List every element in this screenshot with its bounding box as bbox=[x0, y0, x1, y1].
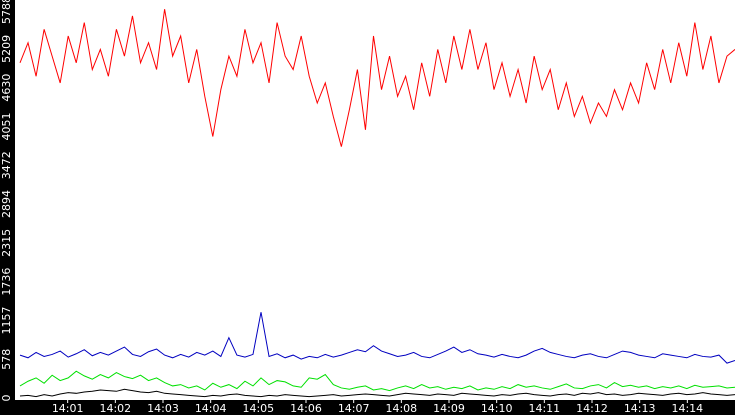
y-tick-label: 0 bbox=[0, 395, 13, 402]
x-tick-label: 14:05 bbox=[242, 402, 274, 415]
x-tick-label: 14:08 bbox=[385, 402, 417, 415]
x-tick-label: 14:13 bbox=[624, 402, 656, 415]
x-tick-label: 14:04 bbox=[195, 402, 227, 415]
x-tick-label: 14:07 bbox=[338, 402, 370, 415]
series-line bbox=[19, 312, 735, 364]
y-tick-label: 3472 bbox=[0, 151, 13, 179]
x-tick-label: 14:09 bbox=[433, 402, 465, 415]
series-line bbox=[19, 9, 735, 147]
y-tick-label: 2894 bbox=[0, 190, 13, 218]
y-axis-strip bbox=[0, 0, 15, 415]
y-tick-label: 1157 bbox=[0, 306, 13, 334]
y-tick-label: 2315 bbox=[0, 229, 13, 257]
x-tick-label: 14:01 bbox=[52, 402, 84, 415]
series-line bbox=[19, 370, 735, 392]
y-tick-label: 1736 bbox=[0, 268, 13, 296]
x-axis-strip bbox=[0, 400, 735, 415]
x-tick-label: 14:10 bbox=[481, 402, 513, 415]
y-tick-label: 4630 bbox=[0, 74, 13, 102]
x-tick-label: 14:02 bbox=[99, 402, 131, 415]
series-line bbox=[19, 388, 735, 398]
x-tick-label: 14:03 bbox=[147, 402, 179, 415]
x-tick-label: 14:12 bbox=[576, 402, 608, 415]
y-tick-label: 578 bbox=[0, 349, 13, 370]
x-tick-label: 14:11 bbox=[528, 402, 560, 415]
y-tick-label: 4051 bbox=[0, 112, 13, 140]
y-tick-label: 5788 bbox=[0, 0, 13, 24]
y-tick-label: 5209 bbox=[0, 35, 13, 63]
x-tick-label: 14:06 bbox=[290, 402, 322, 415]
x-tick-label: 14:14 bbox=[671, 402, 703, 415]
